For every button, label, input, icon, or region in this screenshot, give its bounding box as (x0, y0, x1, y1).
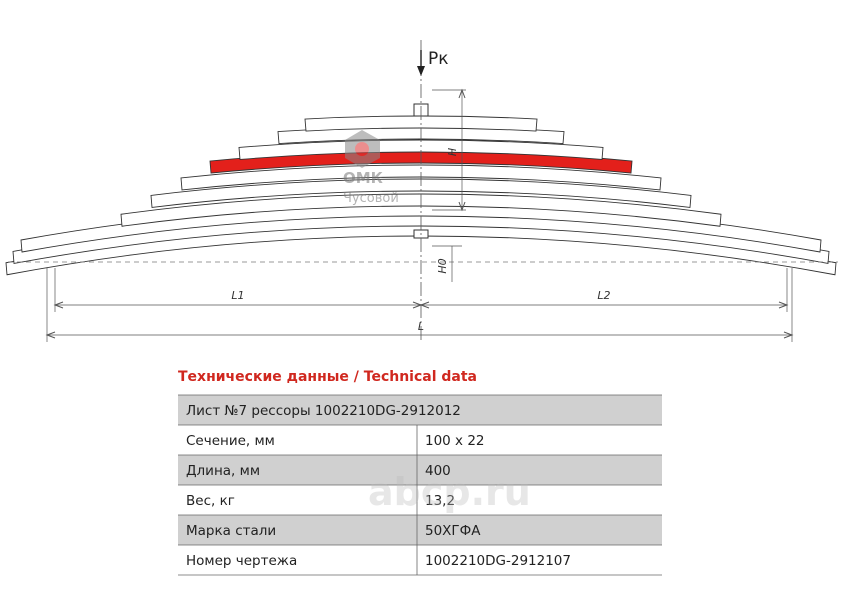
height0-label: H0 (436, 258, 449, 273)
logo: ОМК Чусовой (343, 130, 399, 206)
table-row (178, 515, 662, 545)
table-row (178, 485, 662, 515)
table-cell: Номер чертежа (186, 553, 297, 569)
table-cell: 1002210DG-2912107 (425, 553, 571, 569)
logo-name: ОМК (343, 169, 384, 187)
table-title: Технические данные / Technical data (178, 369, 477, 385)
table-cell: Сечение, мм (186, 433, 275, 449)
dim-arrows (45, 301, 794, 339)
leaf (120, 193, 722, 227)
logo-dot (355, 142, 369, 156)
header-row (178, 395, 662, 425)
height-label: H (446, 148, 459, 156)
table-cell: Длина, мм (186, 463, 260, 479)
l1-label: L1 (231, 289, 244, 302)
table-cell: Вес, кг (186, 493, 235, 509)
header-cell: Лист №7 рессоры 1002210DG-2912012 (186, 403, 461, 419)
watermark: abcp.ru (368, 470, 531, 514)
dim-arrows (458, 88, 466, 212)
table-cell: 400 (425, 463, 451, 479)
length-label: L (418, 320, 424, 333)
table-row (178, 425, 662, 455)
l2-label: L2 (597, 289, 610, 302)
leaf (150, 178, 692, 208)
force-label: Рк (428, 49, 449, 69)
force-arrowhead (417, 66, 425, 76)
logo-city: Чусовой (343, 191, 399, 206)
table-cell: 50ХГФА (425, 523, 481, 539)
table-cell: 100 х 22 (425, 433, 485, 449)
table-cell: 13,2 (425, 493, 455, 509)
table: Лист №7 рессоры 1002210DG-2912012 Сечение… (178, 394, 662, 576)
table-row (178, 455, 662, 485)
table-row (178, 545, 662, 575)
leaf (180, 164, 662, 191)
table-cell: Марка стали (186, 523, 276, 539)
